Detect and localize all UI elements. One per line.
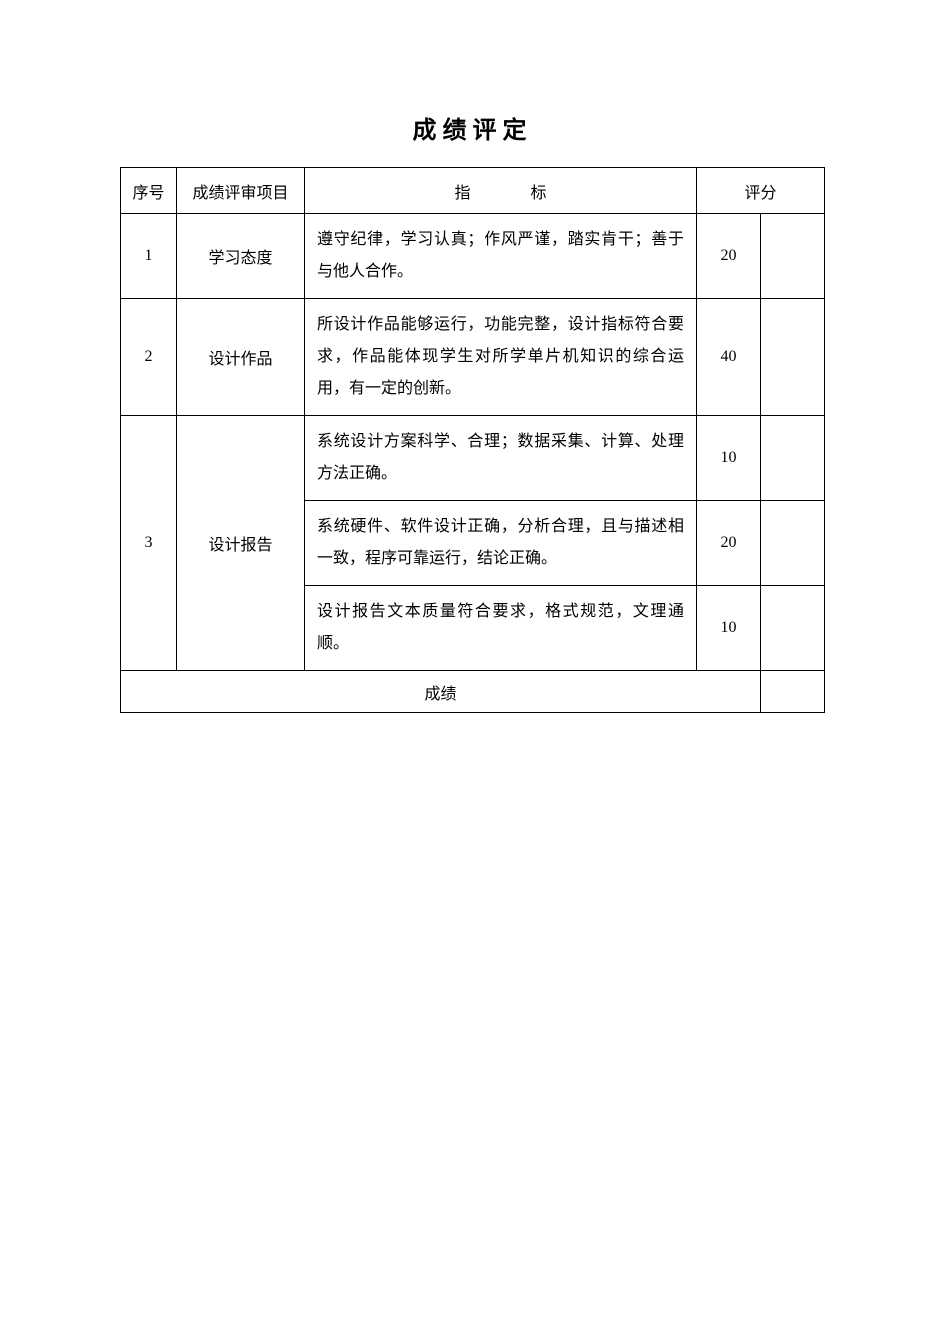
header-score: 评分 [696,168,824,214]
blank-cell [760,299,824,416]
score-cell: 10 [696,586,760,671]
blank-cell [760,586,824,671]
score-cell: 20 [696,501,760,586]
seq-cell: 2 [121,299,177,416]
grading-table: 序号 成绩评审项目 指标 评分 1 学习态度 遵守纪律，学习认真；作风严谨，踏实… [120,167,825,713]
score-cell: 10 [696,416,760,501]
criteria-cell: 所设计作品能够运行，功能完整，设计指标符合要求，作品能体现学生对所学单片机知识的… [305,299,697,416]
blank-cell [760,214,824,299]
table-row: 2 设计作品 所设计作品能够运行，功能完整，设计指标符合要求，作品能体现学生对所… [121,299,825,416]
table-header-row: 序号 成绩评审项目 指标 评分 [121,168,825,214]
header-item: 成绩评审项目 [177,168,305,214]
criteria-cell: 系统设计方案科学、合理；数据采集、计算、处理方法正确。 [305,416,697,501]
header-criteria: 指标 [305,168,697,214]
table-row: 3 设计报告 系统设计方案科学、合理；数据采集、计算、处理方法正确。 10 [121,416,825,501]
criteria-cell: 系统硬件、软件设计正确，分析合理，且与描述相一致，程序可靠运行，结论正确。 [305,501,697,586]
header-seq: 序号 [121,168,177,214]
item-cell: 学习态度 [177,214,305,299]
seq-cell: 1 [121,214,177,299]
table-row: 1 学习态度 遵守纪律，学习认真；作风严谨，踏实肯干；善于与他人合作。 20 [121,214,825,299]
footer-blank [760,671,824,713]
blank-cell [760,416,824,501]
item-cell: 设计作品 [177,299,305,416]
blank-cell [760,501,824,586]
criteria-cell: 设计报告文本质量符合要求，格式规范，文理通顺。 [305,586,697,671]
page-title: 成绩评定 [120,110,825,145]
footer-label: 成绩 [121,671,761,713]
criteria-cell: 遵守纪律，学习认真；作风严谨，踏实肯干；善于与他人合作。 [305,214,697,299]
table-footer-row: 成绩 [121,671,825,713]
score-cell: 20 [696,214,760,299]
seq-cell: 3 [121,416,177,671]
score-cell: 40 [696,299,760,416]
item-cell: 设计报告 [177,416,305,671]
